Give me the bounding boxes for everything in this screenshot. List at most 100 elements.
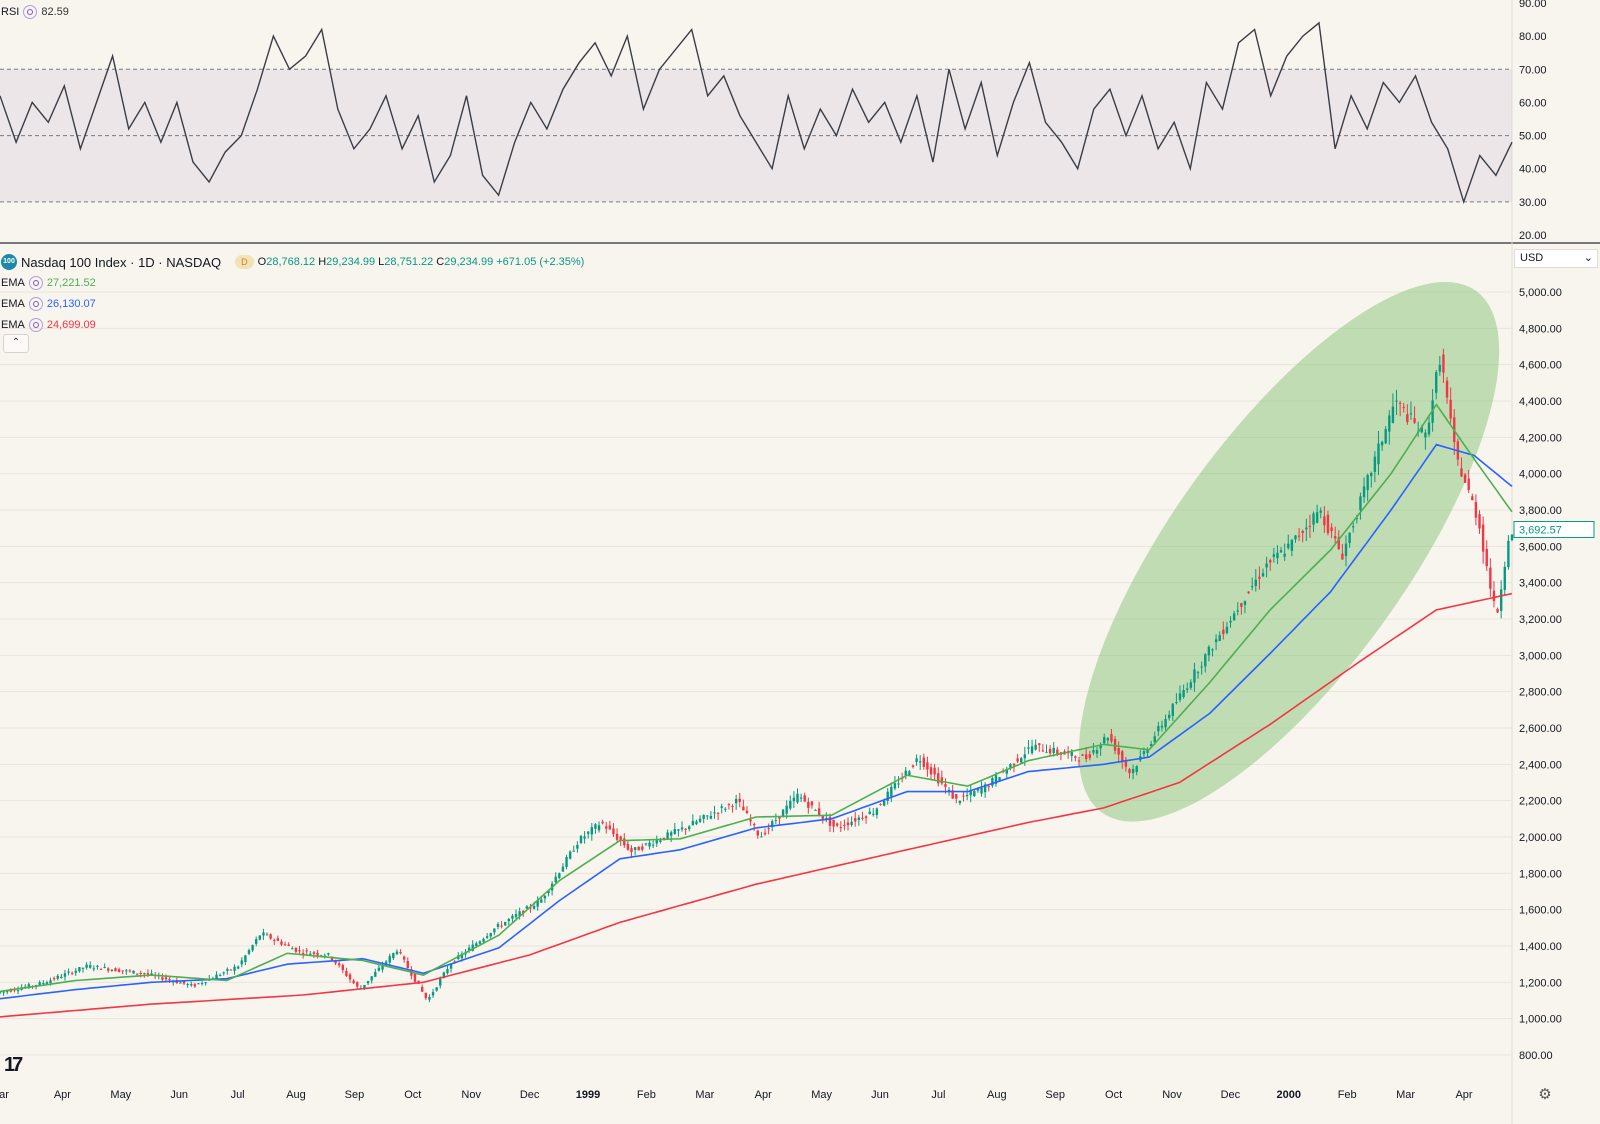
symbol-title[interactable]: Nasdaq 100 Index · 1D · NASDAQ (21, 254, 222, 270)
ema-legend-1[interactable]: EMA 27,221.52 (1, 276, 96, 290)
candle-body (1142, 751, 1146, 755)
candle-body (1225, 626, 1229, 633)
candle-body (1243, 601, 1247, 605)
candle-body (1250, 586, 1254, 588)
indicator-settings-icon[interactable] (23, 5, 38, 19)
candle-body (565, 856, 568, 867)
candle-body (168, 978, 171, 981)
price-tick-label: 1,600.00 (1519, 905, 1562, 917)
candle-body (255, 939, 258, 944)
candle-body (60, 976, 63, 979)
candle-body (691, 820, 695, 826)
indicator-settings-icon[interactable] (28, 276, 43, 290)
candle-body (428, 996, 431, 1000)
candle-body (233, 966, 236, 971)
time-tick-label: Oct (404, 1089, 421, 1101)
candle-body (1103, 737, 1106, 744)
candle-body (680, 827, 684, 830)
candle-body (110, 969, 114, 971)
candle-body (659, 840, 662, 842)
candle-body (78, 967, 81, 972)
candle-body (1413, 418, 1416, 423)
candle-body (1507, 540, 1510, 568)
candle-body (1467, 478, 1470, 490)
candle-body (630, 848, 633, 853)
candle-body (1030, 746, 1034, 754)
candle-body (327, 953, 330, 955)
candle-body (554, 876, 557, 883)
candle-body (814, 809, 817, 811)
candle-body (825, 817, 828, 819)
time-tick-label: Feb (1338, 1089, 1357, 1101)
price-tick-label: 1,000.00 (1519, 1014, 1562, 1026)
ema-legend-3[interactable]: EMA 24,699.09 (1, 318, 96, 332)
candle-body (273, 940, 276, 942)
chevron-down-icon: ⌄ (1583, 252, 1593, 264)
candle-body (991, 778, 994, 786)
price-tick-label: 4,200.00 (1519, 432, 1562, 444)
candle-body (1438, 365, 1442, 372)
candle-body (504, 921, 507, 926)
candle-body (99, 968, 103, 970)
candle-body (1005, 769, 1008, 774)
candle-body (536, 900, 539, 907)
rsi-line (0, 21, 1513, 205)
candle-body (1182, 690, 1185, 698)
candle-body (1160, 725, 1164, 728)
candle-body (334, 960, 337, 964)
candle-body (146, 973, 150, 975)
candle-body (1269, 560, 1272, 563)
indicator-settings-icon[interactable] (28, 297, 43, 311)
candle-body (1503, 566, 1506, 590)
candle-body (107, 968, 110, 971)
candle-body (200, 982, 204, 984)
candle-body (514, 914, 518, 918)
tradingview-logo-icon[interactable]: 17 (4, 1054, 23, 1076)
indicator-settings-icon[interactable] (28, 318, 43, 332)
price-tick-label: 3,400.00 (1519, 578, 1562, 590)
candle-body (626, 843, 630, 850)
candle-body (442, 972, 446, 978)
ema-legend-2[interactable]: EMA 26,130.07 (1, 297, 96, 311)
candle-body (92, 968, 96, 970)
candle-body (89, 965, 92, 968)
candle-body (716, 812, 720, 814)
candle-body (341, 965, 345, 971)
time-tick-label: Nov (461, 1089, 481, 1101)
candle-body (128, 970, 132, 972)
chevron-up-icon: ⌃ (11, 337, 21, 348)
candle-body (835, 823, 839, 826)
symbol-legend[interactable]: 100 Nasdaq 100 Index · 1D · NASDAQ D O28… (1, 254, 584, 270)
rsi-tick-label: 50.00 (1519, 131, 1547, 143)
collapse-legend-button[interactable]: ⌃ (3, 334, 29, 353)
candle-body (1489, 567, 1492, 589)
candle-body (1175, 701, 1178, 704)
gear-icon[interactable]: ⚙ (1538, 1086, 1552, 1103)
candle-body (688, 826, 691, 830)
candle-body (1391, 406, 1395, 424)
candle-body (890, 786, 893, 797)
candle-body (406, 960, 409, 969)
candle-body (864, 816, 868, 819)
candle-body (731, 806, 734, 808)
candle-body (1186, 688, 1189, 690)
candle-body (493, 928, 496, 933)
price-change: +671.05 (+2.35%) (496, 256, 585, 268)
candle-body (561, 866, 565, 872)
candle-body (947, 789, 951, 791)
candle-body (392, 953, 395, 959)
candle-body (485, 936, 489, 939)
currency-select[interactable]: USD ⌄ (1514, 249, 1598, 268)
candle-body (70, 972, 74, 974)
candle-body (994, 775, 998, 784)
candle-body (496, 924, 500, 927)
candle-body (839, 827, 843, 829)
candle-body (1326, 514, 1330, 533)
price-tick-label: 1,800.00 (1519, 868, 1562, 880)
candle-body (857, 817, 861, 821)
candle-body (276, 938, 280, 941)
price-tick-label: 3,600.00 (1519, 541, 1562, 553)
price-tick-label: 2,000.00 (1519, 832, 1562, 844)
rsi-legend[interactable]: RSI 82.59 (1, 5, 69, 19)
